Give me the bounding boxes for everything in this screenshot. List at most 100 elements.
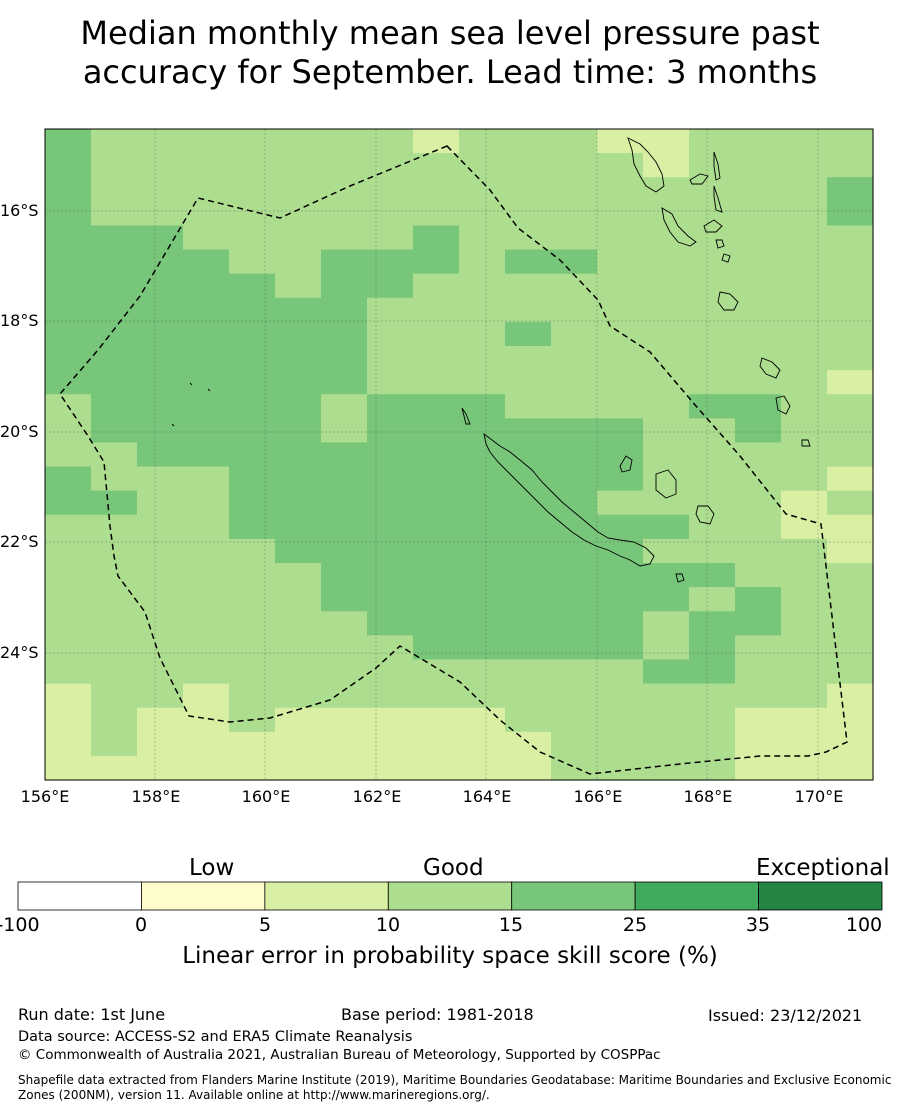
grid-cell <box>597 659 644 685</box>
grid-cell <box>505 731 552 757</box>
skill-grid <box>45 129 874 781</box>
grid-cell <box>367 129 414 154</box>
grid-cell <box>45 635 92 661</box>
shapefile-credit: Shapefile data extracted from Flanders M… <box>18 1073 900 1103</box>
grid-cell <box>367 297 414 323</box>
grid-cell <box>597 225 644 251</box>
grid-cell <box>827 297 874 323</box>
grid-cell <box>643 177 690 202</box>
grid-cell <box>827 611 874 636</box>
grid-cell <box>367 273 414 299</box>
grid-cell <box>183 635 230 661</box>
grid-cell <box>413 659 460 685</box>
grid-cell <box>413 177 460 202</box>
grid-cell <box>45 538 92 564</box>
grid-cell <box>459 731 506 757</box>
grid-cell <box>45 514 92 540</box>
lat-tick-label: 16°S <box>0 201 39 220</box>
grid-cell <box>781 201 828 227</box>
islands <box>171 137 811 583</box>
grid-cell <box>689 321 736 347</box>
grid-cell <box>321 346 368 371</box>
grid-cell <box>781 659 828 685</box>
grid-cell <box>827 587 874 612</box>
grid-cell <box>91 201 138 227</box>
grid-cell <box>45 321 92 347</box>
grid-cell <box>735 587 782 612</box>
grid-cell <box>137 321 184 347</box>
grid-cell <box>505 611 552 636</box>
grid-cell <box>413 683 460 709</box>
grid-cell <box>413 346 460 371</box>
grid-cell <box>367 466 414 492</box>
grid-cell <box>275 129 322 154</box>
grid-cell <box>367 538 414 564</box>
grid-cell <box>275 297 322 323</box>
colorbar-tick: 5 <box>258 914 272 936</box>
grid-cell <box>735 611 782 636</box>
grid-cell <box>735 466 782 492</box>
grid-cell <box>137 418 184 444</box>
grid-cell <box>91 755 138 781</box>
grid-cell <box>137 683 184 709</box>
grid-cell <box>229 153 276 178</box>
grid-cell <box>689 129 736 154</box>
grid-cell <box>505 129 552 154</box>
grid-cell <box>321 538 368 564</box>
grid-cell <box>367 514 414 540</box>
grid-cell <box>367 177 414 202</box>
grid-cell <box>643 514 690 540</box>
colorbar-label: Linear error in probability space skill … <box>182 943 718 969</box>
grid-cell <box>735 273 782 299</box>
grid-cell <box>229 249 276 275</box>
grid-cell <box>321 659 368 685</box>
grid-cell <box>735 755 782 781</box>
grid-cell <box>781 177 828 202</box>
grid-cell <box>183 707 230 733</box>
erromango-island <box>759 357 781 379</box>
grid-cell <box>459 611 506 636</box>
grid-cell <box>183 755 230 781</box>
grid-cell <box>643 683 690 709</box>
grid-cell <box>275 635 322 661</box>
grid-cell <box>827 563 874 588</box>
grid-cell <box>689 611 736 636</box>
grid-cell <box>643 442 690 468</box>
grid-cell <box>459 153 506 178</box>
grid-cell <box>505 755 552 781</box>
grid-cell <box>735 514 782 540</box>
grid-cell <box>505 442 552 468</box>
grid-cell <box>413 442 460 468</box>
belep-islands <box>461 407 471 425</box>
grid-cell <box>597 635 644 661</box>
grid-cell <box>551 755 598 781</box>
grid-cell <box>689 635 736 661</box>
grid-cell <box>45 225 92 251</box>
grid-cell <box>505 490 552 516</box>
grid-cell <box>643 587 690 612</box>
grid-cell <box>183 346 230 371</box>
colorbar-tick: -100 <box>0 914 40 936</box>
grid-cell <box>597 466 644 492</box>
grid-cell <box>735 563 782 588</box>
grid-cell <box>275 755 322 781</box>
grid-cell <box>597 514 644 540</box>
colorbar-segment <box>264 881 389 911</box>
grid-cell <box>229 346 276 371</box>
grid-cell <box>827 635 874 661</box>
grid-cell <box>367 394 414 419</box>
grid-cell <box>413 153 460 178</box>
grid-cell <box>551 707 598 733</box>
maewo-island <box>713 185 723 213</box>
grid-cell <box>735 370 782 395</box>
grid-cell <box>91 490 138 516</box>
chart-title: Median monthly mean sea level pressure p… <box>0 14 900 92</box>
grid-cell <box>643 249 690 275</box>
grid-cell <box>367 683 414 709</box>
grid-cell <box>827 370 874 395</box>
grid-cell <box>735 731 782 757</box>
grid-cell <box>137 563 184 588</box>
grid-cell <box>459 707 506 733</box>
grid-cell <box>45 683 92 709</box>
